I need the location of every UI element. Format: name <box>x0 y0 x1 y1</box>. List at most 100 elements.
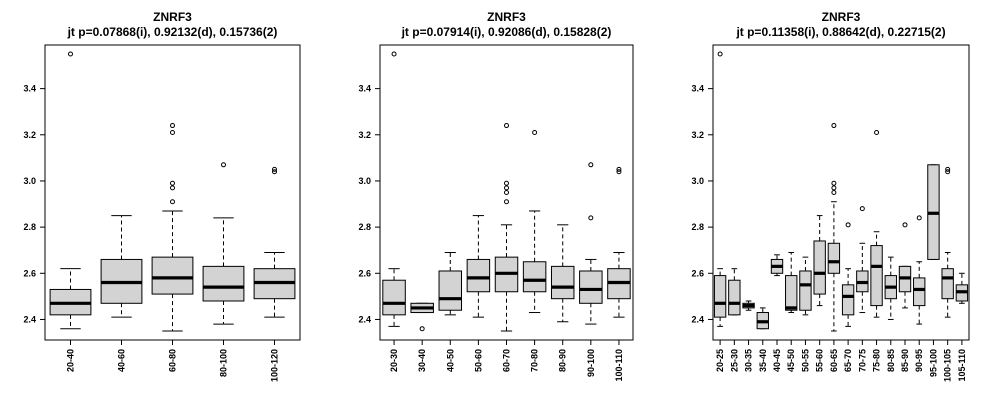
x-tick-label: 80-85 <box>886 349 896 372</box>
outlier-point <box>170 185 175 191</box>
x-tick-label: 80-90 <box>558 349 568 372</box>
outlier-point <box>272 166 277 172</box>
x-tick-label: 65-70 <box>843 349 853 372</box>
outlier-point <box>831 180 837 186</box>
iqr-box <box>785 275 798 311</box>
x-tick-label: 90-100 <box>586 349 596 377</box>
y-tick-label: 2.6 <box>23 268 36 278</box>
y-tick-label: 3.0 <box>23 176 36 186</box>
box-60-80 <box>151 123 194 332</box>
outlier-point <box>588 215 594 221</box>
box-40-50 <box>438 252 463 316</box>
x-tick-label: 80-100 <box>219 349 229 377</box>
box-20-25 <box>713 51 727 327</box>
outlier-point <box>504 199 509 205</box>
iqr-box <box>841 284 855 316</box>
x-tick-label: 60-70 <box>502 349 512 372</box>
box-75-80 <box>870 129 883 318</box>
box-70-80 <box>522 129 547 314</box>
box-65-70 <box>841 222 855 327</box>
outlier-point <box>945 169 951 175</box>
outlier-point <box>859 206 865 212</box>
outlier-point <box>588 162 594 168</box>
y-tick-label: 2.8 <box>23 222 36 232</box>
outlier-point <box>902 222 908 228</box>
y-tick-label: 2.6 <box>691 268 704 278</box>
box-90-95 <box>913 215 926 325</box>
y-tick-label: 2.4 <box>358 314 371 324</box>
y-tick-label: 3.2 <box>691 130 704 140</box>
iqr-box <box>941 268 954 300</box>
iqr-box <box>438 270 463 311</box>
iqr-box <box>799 270 812 311</box>
outlier-point <box>272 169 277 175</box>
chart-title: ZNRF3 <box>822 10 861 24</box>
x-tick-label: 105-110 <box>957 349 967 382</box>
box-100-120 <box>253 166 296 318</box>
box-40-60 <box>100 215 143 318</box>
x-tick-label: 20-30 <box>389 349 399 372</box>
x-tick-label: 50-60 <box>473 349 483 372</box>
box-85-90 <box>898 222 912 309</box>
box-50-55 <box>799 256 812 316</box>
chart-title: ZNRF3 <box>487 10 526 24</box>
iqr-box <box>466 258 491 293</box>
box-60-70 <box>494 123 519 332</box>
plot-frame <box>712 44 970 341</box>
iqr-box <box>202 265 245 302</box>
x-tick-label: 60-80 <box>168 349 178 372</box>
outlier-point <box>831 185 837 191</box>
box-105-110 <box>955 272 969 304</box>
chart-title: ZNRF3 <box>153 10 192 24</box>
y-tick-label: 3.0 <box>691 176 704 186</box>
box-45-50 <box>785 252 798 314</box>
outlier-point <box>916 215 922 221</box>
x-tick-label: 30-40 <box>417 349 427 372</box>
x-tick-label: 40-45 <box>772 349 782 372</box>
y-tick-label: 3.2 <box>23 130 36 140</box>
outlier-point <box>170 199 175 205</box>
x-tick-label: 45-50 <box>786 349 796 372</box>
x-tick-label: 30-35 <box>744 349 754 372</box>
x-tick-label: 25-30 <box>729 349 739 372</box>
box-70-75 <box>856 206 869 314</box>
box-80-85 <box>884 256 897 320</box>
iqr-box <box>827 242 841 274</box>
outlier-point <box>831 190 837 195</box>
box-35-40 <box>756 307 769 330</box>
box-40-45 <box>770 254 784 277</box>
y-tick-label: 2.8 <box>358 222 371 232</box>
outlier-point <box>874 129 880 135</box>
x-tick-label: 20-25 <box>715 349 725 372</box>
y-tick-label: 3.4 <box>23 84 36 94</box>
outlier-point <box>504 180 509 186</box>
box-20-40 <box>49 51 92 330</box>
box-30-35 <box>742 300 755 311</box>
iqr-box <box>713 275 727 318</box>
outlier-point <box>68 51 73 57</box>
x-tick-label: 20-40 <box>66 349 76 372</box>
x-tick-label: 100-120 <box>270 349 280 382</box>
box-50-60 <box>466 215 491 318</box>
x-tick-label: 40-60 <box>117 349 127 372</box>
x-tick-label: 60-65 <box>829 349 839 372</box>
iqr-box <box>728 279 741 316</box>
outlier-point <box>616 169 622 175</box>
box-60-65 <box>827 123 841 332</box>
outlier-point <box>419 326 425 332</box>
x-tick-label: 70-75 <box>857 349 867 372</box>
iqr-box <box>382 279 406 316</box>
x-tick-label: 85-90 <box>900 349 910 372</box>
iqr-box <box>813 240 826 295</box>
outlier-point <box>504 185 509 191</box>
y-tick-label: 2.8 <box>691 222 704 232</box>
outlier-point <box>616 166 622 172</box>
y-tick-label: 2.6 <box>358 268 371 278</box>
outlier-point <box>170 123 175 129</box>
outlier-point <box>717 51 723 57</box>
